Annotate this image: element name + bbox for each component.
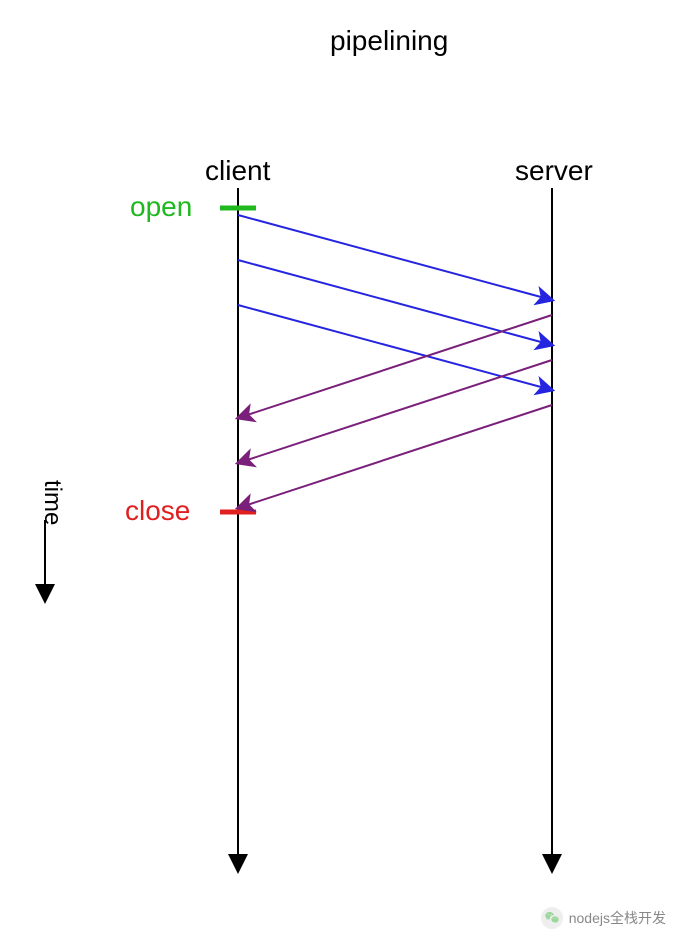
client-label: client xyxy=(205,155,271,186)
response-arrow-3 xyxy=(238,405,552,508)
wechat-icon xyxy=(541,907,563,929)
response-arrow-2 xyxy=(238,360,552,463)
server-label: server xyxy=(515,155,593,186)
response-arrow-1 xyxy=(238,315,552,418)
close-label: close xyxy=(125,495,190,526)
request-arrow-1 xyxy=(238,215,552,300)
request-arrow-2 xyxy=(238,260,552,345)
diagram-title: pipelining xyxy=(330,25,448,56)
request-arrow-3 xyxy=(238,305,552,390)
time-label: time xyxy=(39,480,66,525)
open-label: open xyxy=(130,191,192,222)
watermark-text: nodejs全栈开发 xyxy=(569,908,666,928)
watermark: nodejs全栈开发 xyxy=(541,907,666,929)
diagram-svg: pipelining client server open close time xyxy=(0,0,684,944)
diagram-canvas: pipelining client server open close time… xyxy=(0,0,684,944)
